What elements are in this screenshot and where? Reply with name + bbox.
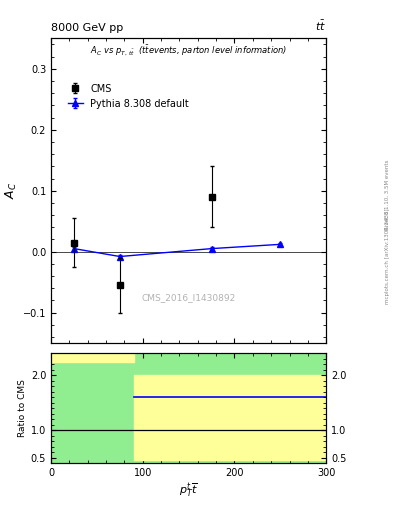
Legend: CMS, Pythia 8.308 default: CMS, Pythia 8.308 default (64, 80, 193, 113)
Y-axis label: $A_C$: $A_C$ (4, 182, 19, 199)
Text: CMS_2016_I1430892: CMS_2016_I1430892 (141, 293, 236, 302)
Text: mcplots.cern.ch [arXiv:1306.3436]: mcplots.cern.ch [arXiv:1306.3436] (385, 208, 389, 304)
Text: $A_C$ vs $p_{T,\,t\bar{t}}$  ($t\bar{t}$events, parton level information): $A_C$ vs $p_{T,\,t\bar{t}}$ ($t\bar{t}$e… (90, 43, 287, 57)
Text: 8000 GeV pp: 8000 GeV pp (51, 23, 123, 33)
Text: $t\bar{t}$: $t\bar{t}$ (315, 19, 326, 33)
Y-axis label: Ratio to CMS: Ratio to CMS (18, 379, 27, 437)
Text: Rivet 3.1.10, 3.5M events: Rivet 3.1.10, 3.5M events (385, 159, 389, 230)
X-axis label: $p_T^t\overline{t}$: $p_T^t\overline{t}$ (179, 481, 198, 499)
